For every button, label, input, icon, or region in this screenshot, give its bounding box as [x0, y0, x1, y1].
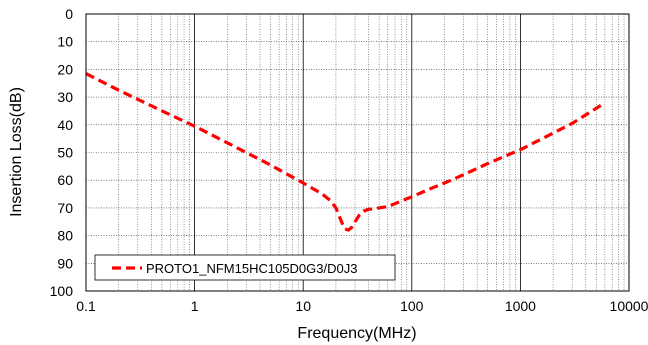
- minor-grid: [86, 14, 629, 291]
- x-tick-label: 100: [400, 298, 424, 314]
- legend-box: [94, 254, 396, 281]
- y-tick-label: 100: [50, 283, 74, 299]
- y-axis-label: Insertion Loss(dB): [8, 87, 25, 217]
- major-grid: [194, 14, 521, 291]
- legend: PROTO1_NFM15HC105D0G3/D0J3: [94, 254, 396, 281]
- y-tick-label: 70: [57, 200, 73, 216]
- series-line: [85, 72, 602, 232]
- x-tick-label: 10: [295, 298, 311, 314]
- y-tick-label: 30: [57, 89, 73, 105]
- x-tick-label: 1000: [505, 298, 536, 314]
- y-tick-label: 0: [65, 6, 73, 22]
- y-tick-label: 10: [57, 34, 73, 50]
- y-tick-label: 90: [57, 255, 73, 271]
- plot-area: [86, 14, 629, 291]
- y-tick-label: 40: [57, 117, 73, 133]
- x-tick-label: 10000: [610, 298, 648, 314]
- y-axis-ticks: 0 10 20 30 40 50 60 70 80 90 100: [50, 6, 74, 299]
- x-axis-ticks: 0.1 1 10 100 1000 10000: [76, 298, 648, 314]
- y-tick-label: 20: [57, 61, 73, 77]
- y-tick-label: 80: [57, 228, 73, 244]
- legend-label: PROTO1_NFM15HC105D0G3/D0J3: [146, 261, 357, 276]
- plot-border: [85, 13, 630, 292]
- y-tick-label: 60: [57, 172, 73, 188]
- x-axis-label: Frequency(MHz): [297, 325, 416, 342]
- y-tick-label: 50: [57, 145, 73, 161]
- x-tick-label: 0.1: [76, 298, 96, 314]
- x-tick-label: 1: [191, 298, 199, 314]
